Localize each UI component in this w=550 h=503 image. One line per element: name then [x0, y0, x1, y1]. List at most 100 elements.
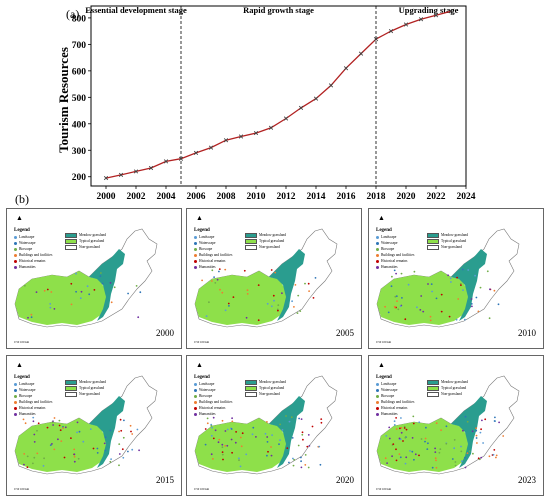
resource-point: [246, 293, 249, 295]
resource-point: [70, 282, 73, 285]
legend-dot-icon: [376, 241, 379, 245]
resource-point: [464, 415, 467, 418]
legend-label: Meadow grassland: [79, 380, 107, 384]
scale-bar: 0 50 100 km: [376, 487, 392, 491]
resource-point: [400, 426, 403, 429]
resource-point: [273, 299, 275, 302]
resource-point: [127, 450, 129, 453]
resource-point: [475, 434, 478, 437]
resource-point: [226, 428, 229, 431]
resource-point: [231, 417, 233, 420]
legend-dot-icon: [194, 247, 197, 251]
legend-item: Historical remains: [376, 405, 414, 411]
resource-point: [36, 429, 38, 432]
scale-bar: 0 50 100 km: [194, 487, 210, 491]
legend-item: Historical remains: [14, 405, 52, 411]
legend-item: Historical remains: [194, 258, 232, 264]
resource-point: [464, 456, 466, 459]
legend-points: Landscape Waterscape Bioscape Buildings and…: [14, 381, 52, 417]
resource-point: [456, 276, 458, 279]
resource-point: [118, 453, 121, 455]
resource-point: [241, 432, 244, 435]
legend-title: Legend: [194, 228, 210, 233]
legend-item: Humanities: [376, 411, 414, 417]
resource-point: [136, 428, 139, 431]
resource-point: [498, 421, 500, 424]
resource-point: [213, 276, 215, 278]
resource-point: [403, 427, 406, 429]
resource-point: [466, 452, 469, 455]
legend-label: Landscape: [19, 235, 35, 239]
resource-point: [420, 295, 423, 297]
legend-swatch: [245, 385, 257, 391]
map-graphic: [14, 375, 158, 475]
resource-point: [388, 437, 391, 440]
resource-point: [293, 458, 295, 461]
resource-point: [70, 303, 73, 306]
resource-point: [63, 456, 66, 459]
legend-label: Landscape: [381, 235, 397, 239]
data-point: [313, 96, 319, 101]
resource-point: [399, 456, 402, 459]
resource-point: [439, 448, 442, 450]
legend-swatch: [427, 391, 439, 397]
north-arrow-icon: ▲: [378, 361, 385, 369]
resource-point: [461, 268, 464, 271]
resource-point: [46, 426, 49, 429]
legend-label: Meadow grassland: [259, 233, 287, 237]
resource-point: [486, 270, 489, 273]
resource-point: [33, 456, 36, 459]
resource-point: [411, 437, 414, 439]
resource-point: [277, 304, 280, 306]
resource-point: [278, 443, 280, 446]
legend-dot-icon: [376, 388, 379, 392]
resource-point: [53, 308, 56, 310]
legend-title: Legend: [14, 375, 30, 380]
resource-point: [420, 438, 423, 440]
legend-label: Landscape: [199, 235, 215, 239]
resource-point: [73, 455, 76, 458]
resource-point: [449, 277, 452, 280]
resource-point: [495, 454, 498, 457]
legend-item: Typical grassland: [65, 385, 106, 391]
resource-point: [388, 426, 391, 429]
resource-point: [450, 281, 452, 283]
legend-label: Meadow grassland: [79, 233, 107, 237]
resource-point: [412, 422, 415, 425]
resource-point: [481, 419, 483, 422]
resource-point: [59, 429, 62, 431]
meadow-grassland-area: [451, 396, 487, 468]
resource-point: [292, 457, 294, 460]
resource-point: [311, 425, 314, 428]
map-panel-2000: ▲ Legend Landscape Waterscape Bioscape Buildi…: [6, 208, 182, 349]
resource-point: [411, 450, 414, 453]
resource-point: [238, 457, 240, 460]
resource-point: [109, 460, 112, 463]
resource-point: [217, 441, 220, 444]
legend-item: Bioscape: [376, 246, 414, 252]
resource-point: [286, 447, 289, 449]
resource-point: [290, 416, 293, 419]
legend-item: Non-grassland: [65, 391, 106, 397]
resource-point: [32, 420, 35, 423]
resource-point: [307, 434, 310, 436]
legend-label: Buildings and facilities: [381, 400, 415, 404]
scale-bar: 0 50 100 km: [376, 340, 392, 344]
stage-label: Essential development stage: [85, 5, 187, 15]
legend-dot-icon: [14, 241, 17, 245]
legend-label: Historical remains: [381, 406, 408, 410]
resource-point: [75, 272, 77, 275]
resource-point: [80, 290, 83, 293]
legend-item: Landscape: [194, 381, 232, 387]
resource-point: [404, 436, 407, 439]
resource-point: [24, 284, 26, 287]
legend-dot-icon: [194, 394, 197, 398]
resource-point: [440, 429, 442, 431]
resource-point: [431, 290, 433, 293]
legend-areas: Meadow grassland Typical grassland Non-gra…: [427, 379, 468, 397]
resource-point: [488, 455, 491, 458]
resource-point: [266, 302, 269, 305]
resource-point: [385, 435, 388, 437]
resource-point: [35, 291, 38, 293]
legend-label: Landscape: [19, 382, 35, 386]
